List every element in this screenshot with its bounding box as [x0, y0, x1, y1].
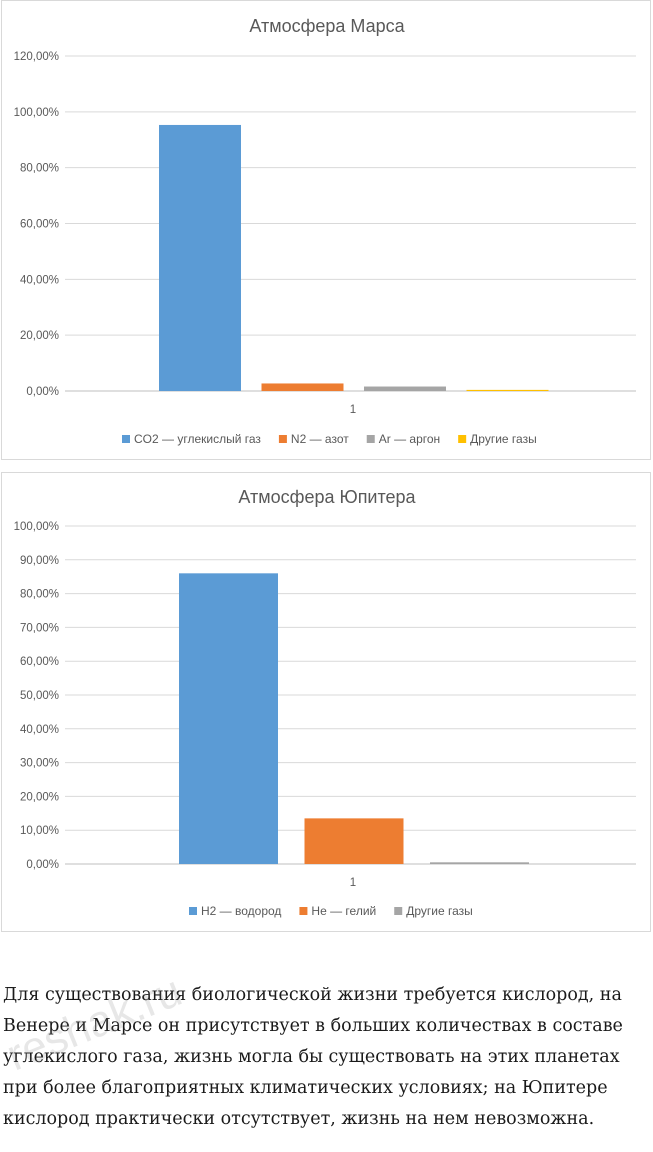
jupiter-legend-swatch	[299, 907, 308, 915]
jupiter-ytick-label: 80,00%	[20, 589, 59, 601]
mars-bar-1	[159, 124, 241, 392]
jupiter-legend-swatch	[189, 907, 197, 915]
mars-chart-svg: Атмосфера Марса 0,00% 20,00% 40,00% 60,00% 80…	[14, 16, 636, 446]
jupiter-ytick-label: 70,00%	[20, 622, 59, 634]
jupiter-chart: Атмосфера Юпитера 0,00% 10,00% 20,00% 30,00%…	[1, 472, 651, 932]
jupiter-legend-label: He — гелий	[311, 904, 376, 918]
mars-ytick-label: 40,00%	[20, 274, 59, 286]
text-line-3: углекислого газа, жизнь могла бы существ…	[3, 1047, 620, 1067]
mars-legend-label: Ar — аргон	[379, 432, 440, 446]
mars-legend-label: N2 — азот	[291, 432, 349, 446]
jupiter-ytick-label: 100,00%	[14, 521, 59, 533]
text-line-5: кислород практически отсутствует, жизнь …	[3, 1109, 595, 1129]
mars-category-label: 1	[350, 404, 356, 416]
mars-legend-label: CO2 — углекислый газ	[134, 432, 261, 446]
conclusion-text: Для существования биологической жизни тр…	[3, 980, 643, 1135]
jupiter-legend-label: H2 — водород	[201, 904, 281, 918]
jupiter-ytick-label: 0,00%	[26, 859, 59, 871]
jupiter-bar-3	[430, 862, 529, 864]
mars-bar-4	[466, 389, 549, 391]
jupiter-chart-svg: Атмосфера Юпитера 0,00% 10,00% 20,00% 30,00%…	[14, 487, 636, 918]
mars-ytick-label: 60,00%	[20, 219, 59, 231]
mars-ytick-label: 20,00%	[20, 330, 59, 342]
jupiter-legend-label: Другие газы	[406, 904, 473, 918]
mars-legend-label: Другие газы	[470, 432, 537, 446]
jupiter-ytick-label: 60,00%	[20, 656, 59, 668]
mars-ytick-label: 0,00%	[26, 386, 59, 398]
jupiter-title: Атмосфера Юпитера	[238, 487, 416, 507]
jupiter-ytick-label: 50,00%	[20, 690, 59, 702]
text-line-2: Венере и Марсе он присутствует в больших…	[3, 1016, 623, 1036]
jupiter-legend-swatch	[394, 907, 403, 915]
jupiter-bar-1	[179, 573, 278, 864]
mars-bar-3	[364, 386, 446, 391]
mars-legend-swatch	[122, 435, 130, 443]
mars-ytick-label: 120,00%	[14, 51, 59, 63]
text-line-1: Для существования биологической жизни тр…	[3, 985, 622, 1005]
mars-legend-swatch	[366, 435, 375, 443]
mars-title: Атмосфера Марса	[249, 16, 405, 36]
mars-legend-swatch	[278, 435, 287, 443]
mars-ytick-label: 100,00%	[14, 107, 59, 119]
jupiter-ytick-label: 40,00%	[20, 724, 59, 736]
text-line-4: при более благоприятных климатических ус…	[3, 1078, 608, 1098]
mars-bar-2	[261, 383, 344, 391]
jupiter-category-label: 1	[350, 877, 356, 889]
jupiter-ytick-label: 20,00%	[20, 791, 59, 803]
jupiter-ytick-label: 30,00%	[20, 758, 59, 770]
jupiter-ytick-label: 90,00%	[20, 555, 59, 567]
jupiter-bar-2	[304, 818, 404, 864]
mars-ytick-label: 80,00%	[20, 163, 59, 175]
mars-chart: Атмосфера Марса 0,00% 20,00% 40,00% 60,00% 80…	[1, 0, 651, 460]
jupiter-ytick-label: 10,00%	[20, 825, 59, 837]
mars-legend-swatch	[458, 435, 467, 443]
